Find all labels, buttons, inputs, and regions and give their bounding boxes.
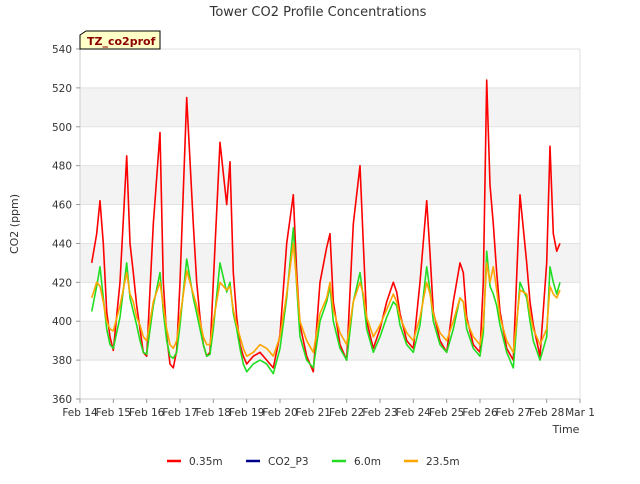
x-tick-label: Feb 19 <box>229 407 264 419</box>
x-tick-label: Feb 22 <box>329 407 364 419</box>
chart-title: Tower CO2 Profile Concentrations <box>209 5 427 20</box>
y-tick-label: 400 <box>52 316 72 328</box>
y-tick-label: 360 <box>52 394 72 406</box>
y-tick-label: 520 <box>52 83 72 95</box>
x-tick-label: Feb 14 <box>62 407 98 419</box>
x-tick-label: Feb 16 <box>129 407 165 419</box>
x-tick-label: Feb 25 <box>429 407 464 419</box>
grid-band <box>80 165 580 205</box>
legend-label-0.35m: 0.35m <box>189 456 223 468</box>
x-tick-label: Mar 1 <box>565 407 595 419</box>
y-tick-label: 540 <box>52 44 72 56</box>
site-badge: TZ_co2prof <box>79 30 161 50</box>
x-tick-label: Feb 15 <box>96 407 131 419</box>
x-tick-label: Feb 23 <box>362 407 397 419</box>
x-tick-label: Feb 17 <box>162 407 197 419</box>
site-badge-shape <box>79 30 161 50</box>
legend-label-6.0m: 6.0m <box>354 456 381 468</box>
x-tick-label: Feb 24 <box>396 407 432 419</box>
grid-band <box>80 321 580 361</box>
x-tick-label: Feb 18 <box>196 407 231 419</box>
series-line-23.5m <box>90 242 561 358</box>
legend-label-23.5m: 23.5m <box>426 456 460 468</box>
x-tick-label: Feb 28 <box>529 407 564 419</box>
y-tick-label: 380 <box>52 355 72 367</box>
legend: 0.35m CO2_P3 6.0m 23.5m <box>167 456 460 468</box>
x-tick-label: Feb 27 <box>496 407 531 419</box>
y-tick-label: 480 <box>52 161 72 173</box>
site-badge-label: TZ_co2prof <box>87 35 156 48</box>
x-tick-label: Feb 26 <box>462 407 498 419</box>
x-axis-label: Time <box>552 423 580 436</box>
y-tick-label: 420 <box>52 277 72 289</box>
grid-band <box>80 87 580 127</box>
y-tick-label: 440 <box>52 238 72 250</box>
legend-label-CO2_P3: CO2_P3 <box>268 456 309 468</box>
x-tick-label: Feb 20 <box>262 407 297 419</box>
y-axis-label: CO2 (ppm) <box>8 194 21 254</box>
y-tick-label: 460 <box>52 200 72 212</box>
x-tick-label: Feb 21 <box>296 407 331 419</box>
y-tick-label: 500 <box>52 122 72 134</box>
